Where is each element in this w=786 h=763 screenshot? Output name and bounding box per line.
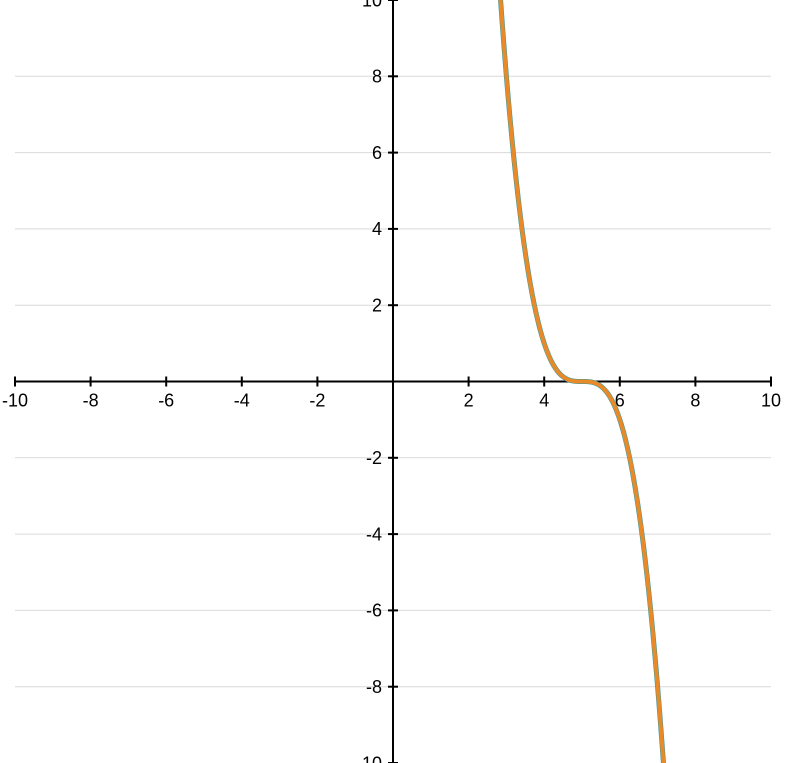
- y-tick-label: -8: [366, 677, 382, 697]
- x-tick-label: -6: [158, 391, 174, 411]
- coordinate-plot: -10-8-6-4-2246810-10-8-6-4-2246810: [0, 0, 786, 763]
- axis-layer: [15, 0, 771, 763]
- y-tick-label: -6: [366, 601, 382, 621]
- x-tick-label: 2: [464, 391, 474, 411]
- y-tick-label: -4: [366, 524, 382, 544]
- y-tick-label: -10: [356, 753, 382, 763]
- x-tick-label: -8: [83, 391, 99, 411]
- x-tick-label: -2: [309, 391, 325, 411]
- y-tick-label: 8: [372, 67, 382, 87]
- x-tick-label: 4: [539, 391, 549, 411]
- y-tick-label: -2: [366, 448, 382, 468]
- x-tick-label: 10: [761, 391, 781, 411]
- y-tick-label: 2: [372, 296, 382, 316]
- y-tick-label: 6: [372, 143, 382, 163]
- y-tick-label: 10: [362, 0, 382, 10]
- x-tick-label: -4: [234, 391, 250, 411]
- y-tick-label: 4: [372, 219, 382, 239]
- x-tick-label: 8: [690, 391, 700, 411]
- x-tick-label: -10: [2, 391, 28, 411]
